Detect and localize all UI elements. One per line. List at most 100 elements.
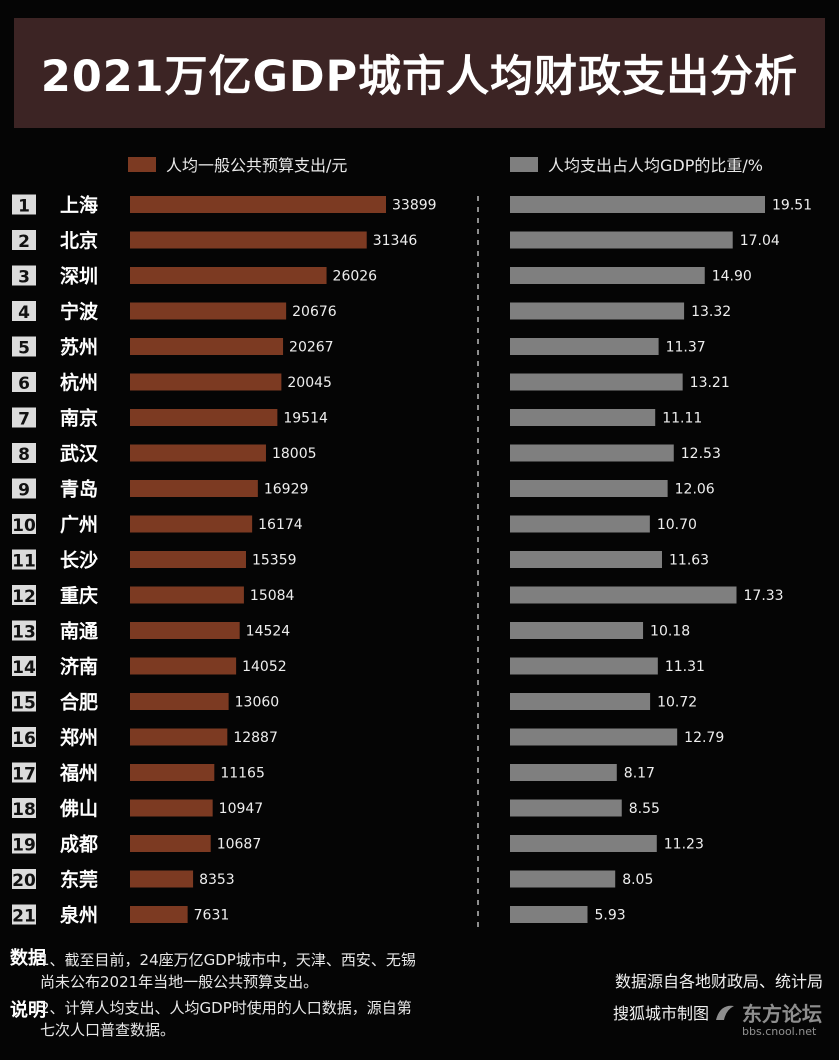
- left-value-label: 26026: [333, 269, 378, 285]
- right-bar: [510, 551, 663, 568]
- right-bar: [510, 515, 650, 533]
- right-value-label: 10.70: [657, 517, 697, 533]
- rank-label: 15: [12, 694, 36, 714]
- right-value-label: 17.33: [744, 588, 784, 604]
- right-bar: [510, 444, 674, 462]
- right-bar: [510, 196, 765, 213]
- category-label: 上海: [60, 194, 98, 217]
- rank-label: 11: [12, 552, 36, 572]
- category-label: 深圳: [60, 265, 98, 288]
- left-bar: [130, 551, 246, 568]
- category-label: 佛山: [59, 797, 98, 820]
- right-value-label: 11.63: [669, 553, 709, 569]
- source-line-1: 数据源自各地财政局、统计局: [614, 972, 823, 991]
- rank-box: [12, 230, 36, 250]
- category-label: 南京: [60, 407, 98, 430]
- left-value-label: 14052: [242, 659, 287, 675]
- legend-label-right: 人均支出占人均GDP的比重/%: [548, 156, 763, 175]
- category-label: 东莞: [60, 868, 98, 891]
- rank-label: 5: [18, 339, 30, 359]
- left-value-label: 11165: [220, 766, 265, 782]
- rank-box: [12, 336, 36, 357]
- left-bar: [130, 302, 287, 320]
- rank-label: 1: [18, 197, 30, 217]
- category-label: 成都: [60, 833, 98, 856]
- right-bar: [510, 622, 644, 639]
- rank-box: [12, 656, 36, 676]
- category-label: 南通: [60, 621, 99, 643]
- watermark-url: bbs.cnool.net: [742, 1025, 817, 1038]
- note-2-line-2: 七次人口普查数据。: [40, 1021, 176, 1039]
- category-label: 青岛: [60, 478, 98, 501]
- left-bar: [130, 764, 215, 781]
- rank-label: 19: [12, 836, 36, 856]
- category-label: 宁波: [60, 300, 99, 323]
- rank-box: [12, 585, 36, 605]
- note-2-line-1: 2、计算人均支出、人均GDP时使用的人口数据，源自第: [40, 999, 412, 1017]
- right-value-label: 8.55: [629, 801, 660, 817]
- left-value-label: 19514: [283, 411, 328, 427]
- rank-box: [12, 691, 36, 712]
- left-bar: [130, 906, 188, 923]
- left-value-label: 12887: [233, 730, 278, 746]
- right-value-label: 13.32: [691, 304, 731, 320]
- category-label: 杭州: [60, 371, 98, 394]
- rank-label: 20: [12, 871, 36, 891]
- rank-box: [12, 265, 36, 286]
- category-label: 福州: [59, 762, 98, 785]
- left-bar: [130, 480, 258, 497]
- left-value-label: 16174: [258, 517, 303, 533]
- right-value-label: 12.79: [684, 730, 724, 746]
- legend-right: 人均支出占人均GDP的比重/%: [510, 152, 763, 176]
- legend-swatch-right: [510, 156, 538, 172]
- right-bar: [510, 231, 733, 249]
- rank-box: [12, 478, 36, 499]
- rank-box: [12, 620, 36, 641]
- rank-label: 17: [12, 765, 36, 785]
- rank-label: 3: [18, 268, 30, 288]
- legend-left: 人均一般公共预算支出/元: [128, 152, 347, 176]
- right-bar: [510, 906, 588, 923]
- right-value-label: 13.21: [690, 375, 730, 391]
- rank-label: 6: [18, 374, 30, 394]
- left-bar: [130, 515, 253, 533]
- rank-label: 10: [12, 516, 36, 536]
- rank-label: 16: [12, 729, 36, 749]
- rank-box: [12, 904, 36, 925]
- left-value-label: 7631: [194, 908, 230, 924]
- category-label: 广州: [60, 513, 98, 536]
- right-bar: [510, 409, 656, 426]
- note-1-line-1: 1、截至目前，24座万亿GDP城市中，天津、西安、无锡: [40, 951, 416, 969]
- right-value-label: 19.51: [772, 198, 812, 214]
- rank-label: 8: [18, 445, 30, 465]
- right-bar: [510, 693, 651, 710]
- right-value-label: 12.53: [681, 446, 721, 462]
- bar-chart: 1 上海 33899 19.51 2 北京 31346 17.04 3 深圳 26026 14.90 4…: [12, 194, 812, 928]
- right-bar: [510, 728, 678, 746]
- rank-label: 2: [18, 232, 30, 252]
- title-banner: 2021万亿GDP城市人均财政支出分析: [14, 18, 825, 128]
- legend-swatch-left: [128, 156, 156, 172]
- left-bar: [130, 267, 327, 284]
- right-value-label: 10.72: [657, 695, 697, 711]
- legend-label-left: 人均一般公共预算支出/元: [166, 156, 348, 175]
- right-bar: [510, 338, 659, 355]
- category-label: 济南: [60, 655, 98, 678]
- right-bar: [510, 302, 685, 320]
- rank-box: [12, 194, 36, 215]
- right-bar: [510, 267, 705, 284]
- left-bar: [130, 657, 237, 675]
- rank-label: 21: [12, 907, 36, 927]
- rank-label: 18: [12, 800, 36, 820]
- right-value-label: 11.11: [662, 411, 702, 427]
- rank-label: 13: [12, 623, 36, 643]
- left-value-label: 20676: [292, 304, 337, 320]
- right-bar: [510, 870, 616, 888]
- left-value-label: 20267: [289, 340, 334, 356]
- right-bar: [510, 835, 657, 852]
- notes-label-top: 数据: [10, 948, 46, 969]
- right-value-label: 8.17: [624, 766, 655, 782]
- rank-label: 4: [18, 303, 30, 323]
- left-value-label: 13060: [235, 695, 280, 711]
- right-bar: [510, 657, 658, 675]
